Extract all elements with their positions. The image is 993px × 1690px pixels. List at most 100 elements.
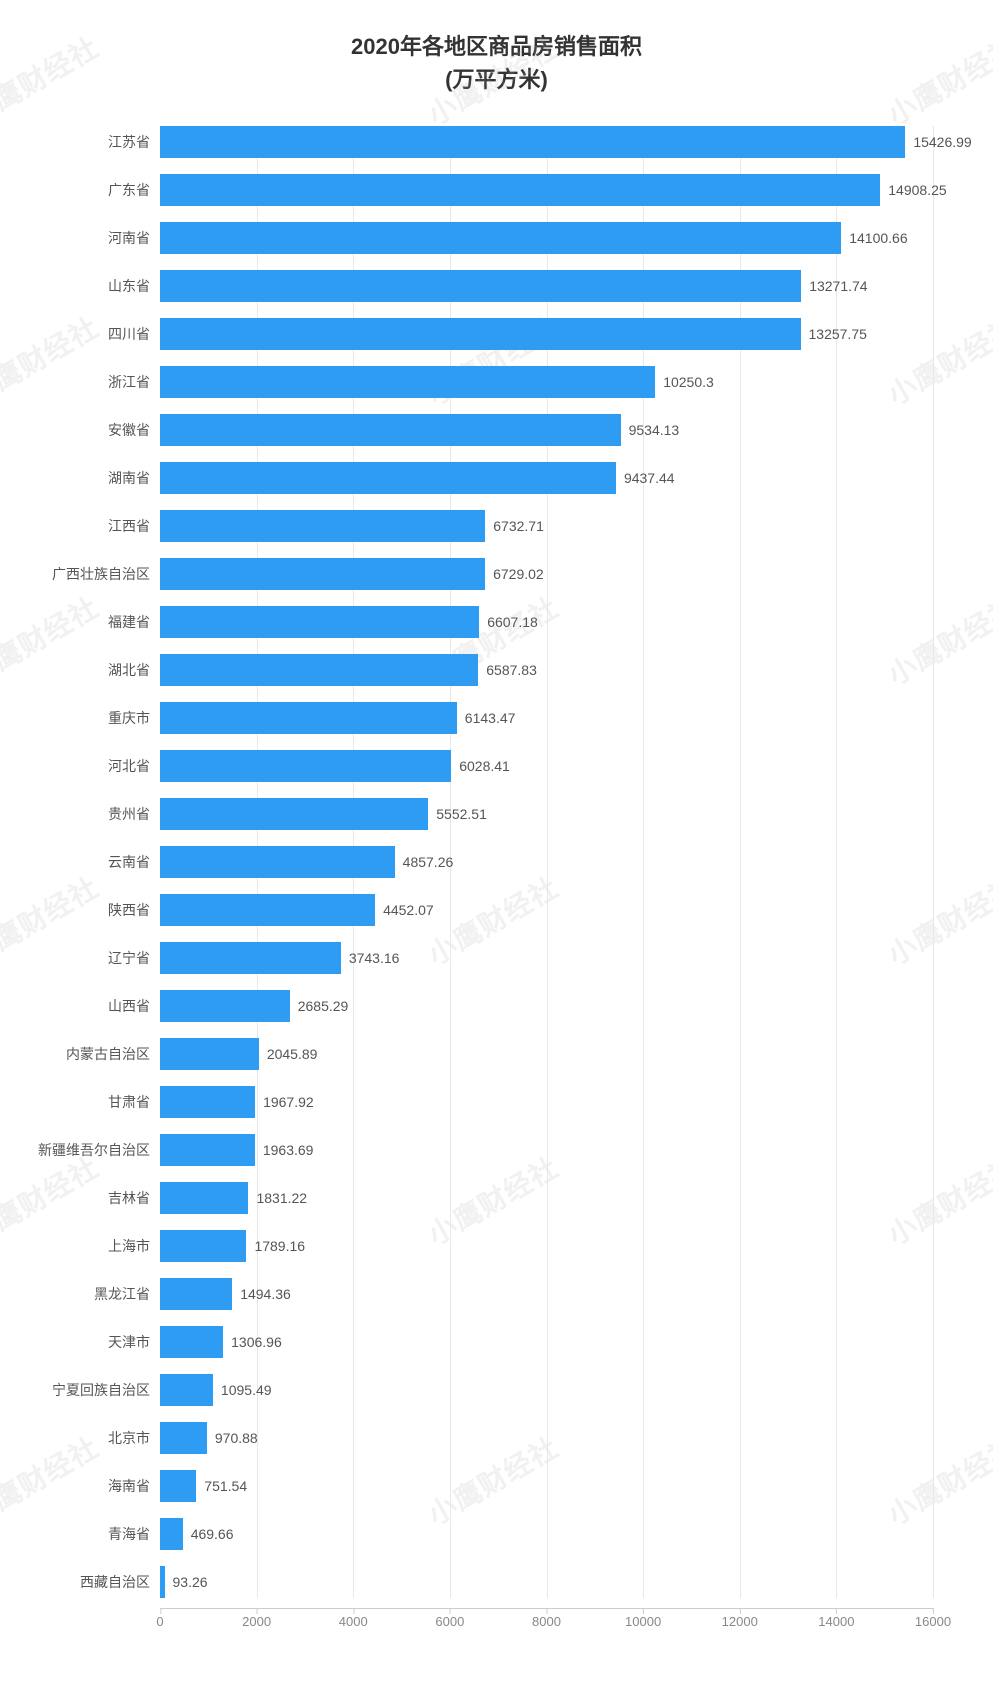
bar-category-label: 湖南省 <box>108 468 160 488</box>
x-tick-mark <box>643 1608 644 1614</box>
bar-value-label: 751.54 <box>196 1478 247 1494</box>
bar-rect: 10250.3 <box>160 366 655 398</box>
plot-area: 江苏省15426.99广东省14908.25河南省14100.66山东省1327… <box>160 126 933 1644</box>
bar-category-label: 四川省 <box>108 324 160 344</box>
bar-rect: 3743.16 <box>160 942 341 974</box>
bar-category-label: 安徽省 <box>108 420 160 440</box>
bar-value-label: 1963.69 <box>255 1142 314 1158</box>
watermark-text: 小鹰财经社 <box>0 586 105 693</box>
bar-row: 宁夏回族自治区1095.49 <box>160 1374 933 1406</box>
x-tick-label: 16000 <box>915 1614 951 1629</box>
bar-category-label: 山东省 <box>108 276 160 296</box>
bar-value-label: 2045.89 <box>259 1046 318 1062</box>
bar-row: 四川省13257.75 <box>160 318 933 350</box>
bar-value-label: 1095.49 <box>213 1382 272 1398</box>
bar-rect: 4857.26 <box>160 846 395 878</box>
bar-value-label: 1967.92 <box>255 1094 314 1110</box>
bar-category-label: 吉林省 <box>108 1188 160 1208</box>
bar-rect: 1789.16 <box>160 1230 246 1262</box>
bar-row: 贵州省5552.51 <box>160 798 933 830</box>
bar-value-label: 6607.18 <box>479 614 538 630</box>
bar-row: 河北省6028.41 <box>160 750 933 782</box>
x-tick-mark <box>740 1608 741 1614</box>
bar-row: 黑龙江省1494.36 <box>160 1278 933 1310</box>
bar-value-label: 1831.22 <box>248 1190 307 1206</box>
bar-value-label: 5552.51 <box>428 806 487 822</box>
x-tick-label: 2000 <box>242 1614 271 1629</box>
bar-value-label: 14100.66 <box>841 230 907 246</box>
bar-value-label: 4857.26 <box>395 854 454 870</box>
bar-rect: 2045.89 <box>160 1038 259 1070</box>
bar-row: 广东省14908.25 <box>160 174 933 206</box>
bar-category-label: 福建省 <box>108 612 160 632</box>
bar-rect: 5552.51 <box>160 798 428 830</box>
chart-title-block: 2020年各地区商品房销售面积 (万平方米) <box>20 30 973 96</box>
bar-category-label: 河南省 <box>108 228 160 248</box>
bar-category-label: 贵州省 <box>108 804 160 824</box>
bar-value-label: 9534.13 <box>621 422 680 438</box>
bar-rect: 1967.92 <box>160 1086 255 1118</box>
bar-value-label: 469.66 <box>183 1526 234 1542</box>
bar-value-label: 6028.41 <box>451 758 510 774</box>
x-tick-mark <box>160 1608 161 1614</box>
bars-layer: 江苏省15426.99广东省14908.25河南省14100.66山东省1327… <box>160 126 933 1598</box>
bar-value-label: 6587.83 <box>478 662 537 678</box>
bar-rect: 6143.47 <box>160 702 457 734</box>
bar-value-label: 13271.74 <box>801 278 867 294</box>
watermark-text: 小鹰财经社 <box>0 866 105 973</box>
bar-row: 陕西省4452.07 <box>160 894 933 926</box>
bar-row: 江西省6732.71 <box>160 510 933 542</box>
watermark-text: 小鹰财经社 <box>0 306 105 413</box>
bar-category-label: 宁夏回族自治区 <box>52 1380 160 1400</box>
bar-category-label: 黑龙江省 <box>94 1284 160 1304</box>
bar-row: 安徽省9534.13 <box>160 414 933 446</box>
bar-category-label: 河北省 <box>108 756 160 776</box>
chart-title-line2: (万平方米) <box>20 63 973 96</box>
bar-rect: 4452.07 <box>160 894 375 926</box>
bar-rect: 13271.74 <box>160 270 801 302</box>
bar-row: 新疆维吾尔自治区1963.69 <box>160 1134 933 1166</box>
x-tick-mark <box>257 1608 258 1614</box>
bar-row: 广西壮族自治区6729.02 <box>160 558 933 590</box>
bar-category-label: 北京市 <box>108 1428 160 1448</box>
x-tick-mark <box>836 1608 837 1614</box>
bar-row: 天津市1306.96 <box>160 1326 933 1358</box>
bar-rect: 6732.71 <box>160 510 485 542</box>
bar-row: 湖南省9437.44 <box>160 462 933 494</box>
bar-rect: 9437.44 <box>160 462 616 494</box>
bar-rect: 6729.02 <box>160 558 485 590</box>
bar-value-label: 6143.47 <box>457 710 516 726</box>
x-tick-label: 0 <box>156 1614 163 1629</box>
bar-rect: 93.26 <box>160 1566 165 1598</box>
x-tick-label: 12000 <box>722 1614 758 1629</box>
bar-row: 福建省6607.18 <box>160 606 933 638</box>
bar-row: 北京市970.88 <box>160 1422 933 1454</box>
bar-row: 江苏省15426.99 <box>160 126 933 158</box>
bar-category-label: 山西省 <box>108 996 160 1016</box>
x-axis: 0200040006000800010000120001400016000 <box>160 1614 933 1644</box>
bar-value-label: 1789.16 <box>246 1238 305 1254</box>
bar-row: 山西省2685.29 <box>160 990 933 1022</box>
bar-value-label: 93.26 <box>165 1574 208 1590</box>
bar-row: 湖北省6587.83 <box>160 654 933 686</box>
bar-category-label: 广西壮族自治区 <box>52 564 160 584</box>
bar-rect: 6028.41 <box>160 750 451 782</box>
bar-value-label: 6732.71 <box>485 518 544 534</box>
bar-value-label: 2685.29 <box>290 998 349 1014</box>
bar-value-label: 1494.36 <box>232 1286 291 1302</box>
watermark-text: 小鹰财经社 <box>0 1426 105 1533</box>
grid-line <box>933 126 934 1598</box>
bar-category-label: 新疆维吾尔自治区 <box>38 1140 160 1160</box>
bar-category-label: 陕西省 <box>108 900 160 920</box>
x-tick-mark <box>450 1608 451 1614</box>
bar-rect: 1095.49 <box>160 1374 213 1406</box>
bar-row: 浙江省10250.3 <box>160 366 933 398</box>
bar-value-label: 14908.25 <box>880 182 946 198</box>
bar-row: 海南省751.54 <box>160 1470 933 1502</box>
bar-value-label: 15426.99 <box>905 134 971 150</box>
bar-row: 上海市1789.16 <box>160 1230 933 1262</box>
bar-value-label: 10250.3 <box>655 374 714 390</box>
x-tick-label: 6000 <box>435 1614 464 1629</box>
bar-value-label: 970.88 <box>207 1430 258 1446</box>
bar-row: 云南省4857.26 <box>160 846 933 878</box>
